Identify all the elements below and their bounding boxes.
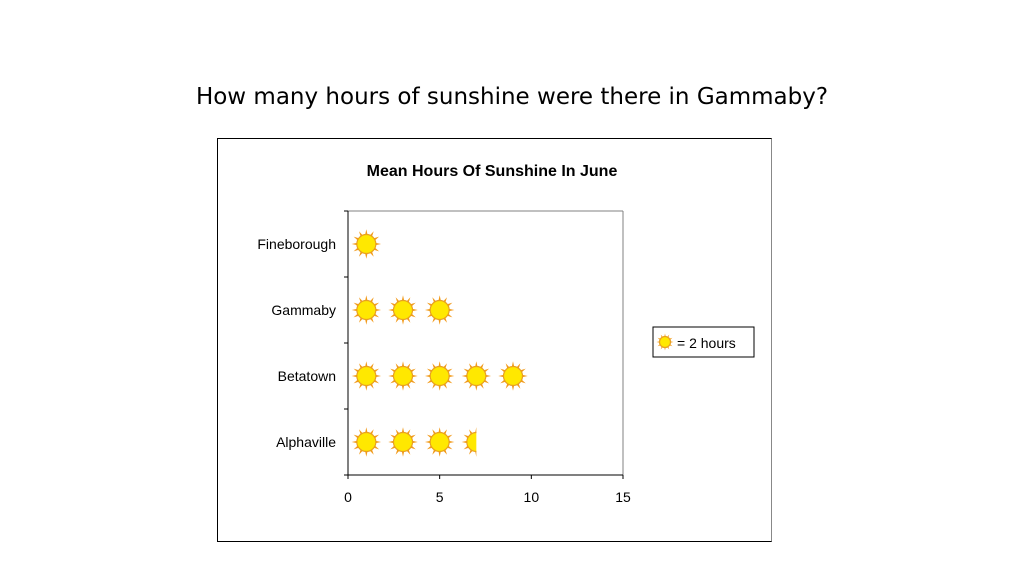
sun-icon [351, 427, 382, 457]
x-tick-label: 5 [436, 489, 444, 505]
sun-icon [351, 229, 382, 259]
sun-icon [656, 333, 674, 351]
chart-title: Mean Hours Of Sunshine In June [367, 163, 618, 180]
sun-icon [388, 427, 418, 457]
pictogram-row [351, 295, 455, 325]
sun-icon [424, 427, 455, 457]
sun-icon [351, 295, 382, 325]
sun-icon [351, 361, 382, 391]
sun-icon [656, 333, 674, 351]
category-label: Gammaby [271, 302, 336, 318]
legend-label: = 2 hours [677, 335, 736, 351]
category-label: Alphaville [276, 434, 336, 450]
sun-icon [388, 295, 418, 325]
legend-box [652, 326, 755, 358]
sun-icon [461, 361, 492, 391]
pictogram-row [351, 361, 528, 391]
sun-icon [498, 361, 528, 391]
sun-icon [424, 295, 455, 325]
question-text: How many hours of sunshine were there in… [195, 84, 829, 110]
pictogram-row [351, 229, 382, 259]
plot-area: 0 5 10 15 Fineborough Gammaby Betatown Alphavil… [257, 210, 631, 505]
pictogram-row [351, 427, 477, 457]
sun-icon [424, 361, 455, 391]
sun-icon [388, 361, 418, 391]
x-tick-label: 15 [615, 489, 631, 505]
sun-icon [461, 427, 477, 457]
category-label: Fineborough [257, 236, 336, 252]
x-tick-label: 0 [344, 489, 352, 505]
legend: = 2 hours [652, 326, 755, 358]
x-tick-label: 10 [524, 489, 540, 505]
category-label: Betatown [278, 368, 336, 384]
